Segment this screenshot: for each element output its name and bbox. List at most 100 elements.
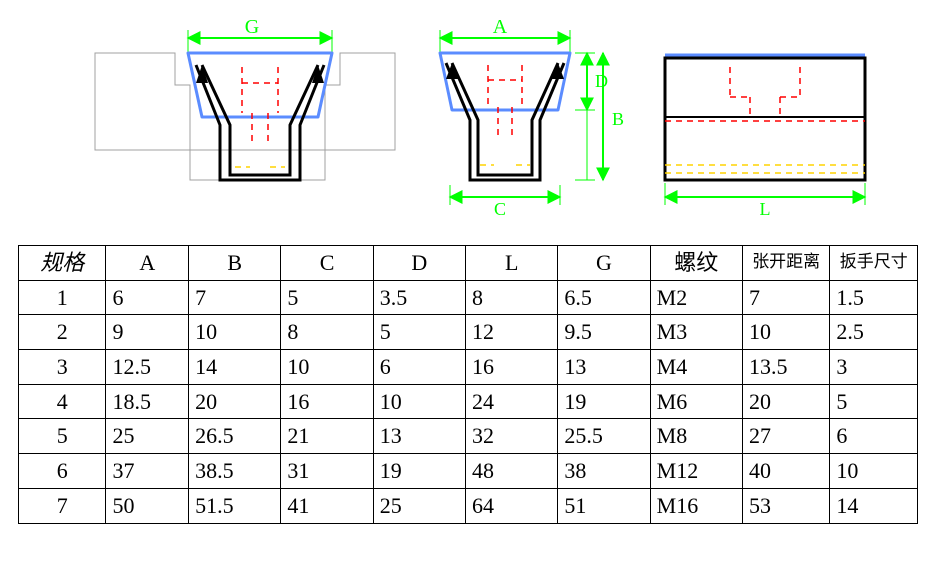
dim-label-c: C — [494, 199, 506, 219]
table-row: 75051.541256451M165314 — [19, 488, 918, 523]
table-cell: 31 — [281, 454, 373, 489]
table-cell: 37 — [106, 454, 189, 489]
table-cell: 10 — [373, 384, 465, 419]
table-cell: 5 — [19, 419, 106, 454]
table-cell: 10 — [742, 315, 829, 350]
table-cell: 40 — [742, 454, 829, 489]
middle-view: A — [440, 16, 624, 219]
table-cell: 8 — [281, 315, 373, 350]
table-cell: 3 — [19, 350, 106, 385]
col-header: 扳手尺寸 — [830, 246, 918, 281]
table-cell: 21 — [281, 419, 373, 454]
table-cell: 6 — [373, 350, 465, 385]
table-cell: 25 — [106, 419, 189, 454]
table-cell: 1.5 — [830, 280, 918, 315]
table-cell: 7 — [19, 488, 106, 523]
col-header: G — [558, 246, 650, 281]
table-cell: 27 — [742, 419, 829, 454]
table-cell: 5 — [281, 280, 373, 315]
table-cell: 6 — [106, 280, 189, 315]
col-header: 螺纹 — [650, 246, 742, 281]
table-cell: 26.5 — [189, 419, 281, 454]
table-cell: M6 — [650, 384, 742, 419]
table-cell: 10 — [281, 350, 373, 385]
table-cell: 13 — [373, 419, 465, 454]
table-cell: 16 — [466, 350, 558, 385]
table-cell: 3 — [830, 350, 918, 385]
table-cell: 19 — [558, 384, 650, 419]
table-cell: 10 — [189, 315, 281, 350]
table-cell: 20 — [742, 384, 829, 419]
dim-label-a: A — [493, 16, 508, 38]
technical-drawings: G — [0, 0, 936, 235]
col-header: 规格 — [19, 246, 106, 281]
table-cell: 32 — [466, 419, 558, 454]
table-cell: 6 — [830, 419, 918, 454]
table-cell: 64 — [466, 488, 558, 523]
table-cell: 50 — [106, 488, 189, 523]
table-cell: 12 — [466, 315, 558, 350]
table-cell: 19 — [373, 454, 465, 489]
table-cell: 13.5 — [742, 350, 829, 385]
table-cell: 25 — [373, 488, 465, 523]
table-cell: 16 — [281, 384, 373, 419]
table-cell: M12 — [650, 454, 742, 489]
table-row: 418.52016102419M6205 — [19, 384, 918, 419]
table-cell: 20 — [189, 384, 281, 419]
table-row: 63738.531194838M124010 — [19, 454, 918, 489]
spec-table-container: 规格ABCDLG螺纹张开距离扳手尺寸 16753.586.5M271.52910… — [0, 235, 936, 524]
table-cell: 9 — [106, 315, 189, 350]
col-header: C — [281, 246, 373, 281]
table-cell: 4 — [19, 384, 106, 419]
drawings-svg: G — [0, 0, 936, 235]
table-cell: 41 — [281, 488, 373, 523]
dim-label-g: G — [245, 16, 259, 38]
col-header: B — [189, 246, 281, 281]
left-view: G — [95, 16, 395, 180]
table-cell: 7 — [742, 280, 829, 315]
table-cell: M3 — [650, 315, 742, 350]
table-cell: 38.5 — [189, 454, 281, 489]
table-cell: 7 — [189, 280, 281, 315]
table-cell: 5 — [830, 384, 918, 419]
table-cell: 18.5 — [106, 384, 189, 419]
col-header: D — [373, 246, 465, 281]
table-cell: 13 — [558, 350, 650, 385]
table-row: 16753.586.5M271.5 — [19, 280, 918, 315]
col-header: 张开距离 — [742, 246, 829, 281]
table-cell: 51 — [558, 488, 650, 523]
table-cell: 6 — [19, 454, 106, 489]
table-cell: 5 — [373, 315, 465, 350]
table-row: 291085129.5M3102.5 — [19, 315, 918, 350]
dim-label-l: L — [760, 199, 771, 219]
spec-table: 规格ABCDLG螺纹张开距离扳手尺寸 16753.586.5M271.52910… — [18, 245, 918, 524]
table-cell: 1 — [19, 280, 106, 315]
table-cell: 25.5 — [558, 419, 650, 454]
table-cell: M2 — [650, 280, 742, 315]
right-view: L — [665, 55, 865, 219]
table-cell: 12.5 — [106, 350, 189, 385]
col-header: A — [106, 246, 189, 281]
table-cell: 10 — [830, 454, 918, 489]
dim-label-b: B — [612, 109, 624, 129]
table-cell: 8 — [466, 280, 558, 315]
table-cell: 53 — [742, 488, 829, 523]
table-cell: 3.5 — [373, 280, 465, 315]
col-header: L — [466, 246, 558, 281]
table-cell: 6.5 — [558, 280, 650, 315]
table-cell: 9.5 — [558, 315, 650, 350]
table-cell: M4 — [650, 350, 742, 385]
table-cell: 51.5 — [189, 488, 281, 523]
table-cell: 38 — [558, 454, 650, 489]
table-cell: 14 — [189, 350, 281, 385]
table-cell: 2.5 — [830, 315, 918, 350]
dim-label-d: D — [595, 71, 608, 91]
table-cell: M16 — [650, 488, 742, 523]
table-row: 312.5141061613M413.53 — [19, 350, 918, 385]
table-row: 52526.521133225.5M8276 — [19, 419, 918, 454]
table-cell: 14 — [830, 488, 918, 523]
table-cell: 2 — [19, 315, 106, 350]
table-cell: 24 — [466, 384, 558, 419]
table-cell: M8 — [650, 419, 742, 454]
table-cell: 48 — [466, 454, 558, 489]
